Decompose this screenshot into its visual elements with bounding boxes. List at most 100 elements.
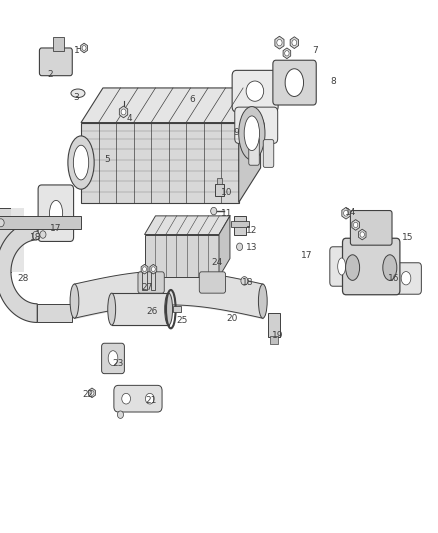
Circle shape [360, 232, 364, 237]
Circle shape [211, 207, 217, 215]
Text: 19: 19 [272, 332, 284, 340]
Ellipse shape [285, 69, 304, 96]
Circle shape [143, 266, 146, 272]
Ellipse shape [244, 116, 259, 150]
Ellipse shape [165, 293, 173, 325]
Text: 9: 9 [233, 128, 240, 136]
Ellipse shape [401, 271, 411, 285]
Bar [53, 37, 64, 51]
Circle shape [117, 411, 124, 418]
Ellipse shape [338, 258, 346, 275]
Text: 7: 7 [312, 46, 318, 55]
Text: 22: 22 [82, 390, 93, 399]
Circle shape [241, 277, 248, 285]
Text: 2: 2 [48, 70, 53, 79]
Text: 8: 8 [330, 77, 336, 85]
FancyBboxPatch shape [114, 385, 162, 412]
Bar [268, 313, 280, 337]
Circle shape [285, 51, 289, 56]
Ellipse shape [248, 116, 264, 134]
Circle shape [121, 109, 126, 115]
Circle shape [32, 231, 39, 240]
Ellipse shape [73, 145, 88, 180]
Circle shape [151, 266, 155, 272]
Ellipse shape [49, 200, 63, 226]
FancyBboxPatch shape [350, 211, 392, 245]
Text: 21: 21 [145, 397, 157, 405]
Ellipse shape [246, 81, 264, 101]
Text: 17: 17 [50, 224, 62, 232]
Ellipse shape [346, 255, 360, 280]
Polygon shape [145, 235, 219, 277]
Text: 15: 15 [402, 233, 413, 241]
FancyBboxPatch shape [138, 272, 164, 293]
Bar [151, 269, 155, 290]
Polygon shape [0, 221, 37, 322]
Bar [37, 304, 72, 322]
Text: 23: 23 [113, 359, 124, 368]
Ellipse shape [71, 89, 85, 98]
Text: 14: 14 [345, 208, 356, 216]
Ellipse shape [108, 351, 118, 366]
Text: 28: 28 [17, 274, 28, 282]
Ellipse shape [68, 136, 94, 189]
Bar [0, 216, 81, 229]
Ellipse shape [108, 293, 116, 325]
Bar [215, 184, 224, 196]
FancyBboxPatch shape [235, 107, 278, 143]
Polygon shape [219, 216, 230, 277]
Text: 27: 27 [141, 284, 152, 292]
Ellipse shape [70, 284, 79, 318]
Text: 12: 12 [246, 226, 258, 235]
Circle shape [122, 393, 131, 404]
Circle shape [237, 243, 243, 251]
Text: 24: 24 [211, 258, 223, 266]
Ellipse shape [0, 219, 4, 227]
FancyBboxPatch shape [249, 138, 259, 165]
Bar [11, 208, 24, 272]
Text: 18: 18 [242, 278, 253, 287]
Text: 5: 5 [104, 156, 110, 164]
Text: 4: 4 [127, 114, 132, 123]
Ellipse shape [239, 107, 265, 160]
Bar [217, 178, 222, 184]
Text: 10: 10 [221, 189, 233, 197]
FancyBboxPatch shape [232, 70, 278, 112]
Polygon shape [239, 88, 261, 203]
FancyBboxPatch shape [330, 247, 353, 286]
Ellipse shape [383, 255, 397, 280]
FancyBboxPatch shape [199, 272, 226, 293]
Text: 16: 16 [389, 274, 400, 282]
Polygon shape [81, 88, 261, 123]
Bar [270, 336, 278, 344]
Bar [142, 269, 147, 290]
Text: 18: 18 [30, 233, 42, 241]
Text: 25: 25 [176, 317, 187, 325]
Text: 20: 20 [226, 314, 238, 323]
Circle shape [353, 222, 358, 228]
Circle shape [277, 39, 282, 46]
Circle shape [292, 39, 297, 46]
Text: 1: 1 [74, 46, 80, 55]
Circle shape [90, 390, 94, 395]
Text: 11: 11 [221, 209, 233, 217]
Text: 13: 13 [246, 244, 258, 252]
Ellipse shape [258, 284, 267, 318]
FancyBboxPatch shape [38, 185, 74, 241]
Circle shape [82, 45, 86, 51]
FancyBboxPatch shape [273, 60, 316, 105]
Text: 6: 6 [190, 95, 196, 104]
FancyBboxPatch shape [102, 343, 124, 374]
Text: 3: 3 [74, 93, 80, 101]
Bar [0, 208, 11, 272]
Circle shape [344, 211, 349, 216]
FancyBboxPatch shape [391, 263, 421, 294]
Polygon shape [145, 216, 230, 235]
FancyBboxPatch shape [343, 238, 400, 295]
Bar [231, 221, 249, 227]
Circle shape [40, 231, 46, 238]
FancyBboxPatch shape [39, 48, 72, 76]
Circle shape [145, 393, 154, 404]
Polygon shape [81, 123, 239, 203]
Text: 26: 26 [147, 308, 158, 316]
